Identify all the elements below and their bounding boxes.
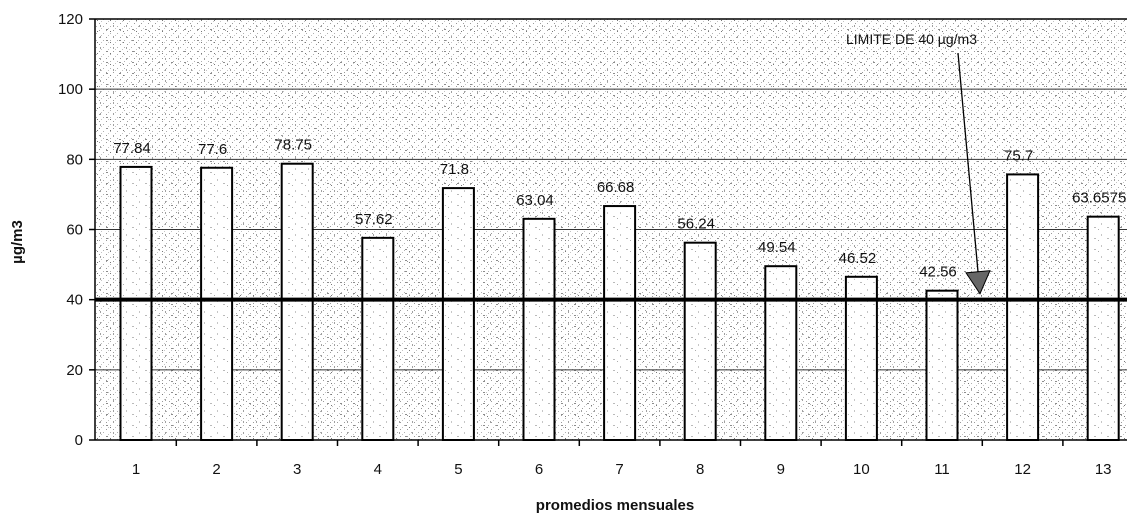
bar-value-label: 42.56 <box>919 264 957 281</box>
x-tick-label: 5 <box>454 461 462 478</box>
y-tick-label: 60 <box>66 222 83 239</box>
bar-texture <box>767 268 795 438</box>
bar-value-label: 77.6 <box>198 141 227 158</box>
annotation-arrowhead <box>965 270 991 295</box>
x-tick-label: 3 <box>293 461 301 478</box>
bar-texture <box>203 169 231 438</box>
x-tick-label: 6 <box>535 461 543 478</box>
bar-value-label: 46.52 <box>839 250 877 267</box>
annotation-arrow-line <box>957 52 981 294</box>
bar-value-label: 77.84 <box>113 140 151 157</box>
bar-texture <box>928 292 956 438</box>
bar-texture <box>1009 176 1037 438</box>
bar-value-label: 49.54 <box>758 239 796 256</box>
bar-texture <box>444 190 472 438</box>
y-tick-label: 120 <box>58 11 83 28</box>
bar-value-label: 56.24 <box>677 216 715 233</box>
x-tick-label: 13 <box>1095 461 1112 478</box>
bar-texture <box>525 220 553 438</box>
bar-texture <box>606 208 634 438</box>
bar-value-label: 71.8 <box>440 161 469 178</box>
y-tick-label: 100 <box>58 81 83 98</box>
bar-texture <box>283 165 311 438</box>
bar-value-label: 63.04 <box>516 192 554 209</box>
bar-value-label: 63.6575 <box>1072 190 1126 207</box>
x-tick-label: 2 <box>212 461 220 478</box>
x-tick-label: 4 <box>374 461 382 478</box>
bar-texture <box>364 239 392 438</box>
x-tick-label: 1 <box>132 461 140 478</box>
y-tick-label: 0 <box>75 432 83 449</box>
bar-texture <box>686 244 714 438</box>
x-tick-label: 7 <box>615 461 623 478</box>
x-axis-title: promedios mensuales <box>536 497 694 514</box>
y-axis-title: µg/m3 <box>9 220 26 264</box>
x-tick-label: 10 <box>853 461 870 478</box>
bar-value-label: 66.68 <box>597 179 635 196</box>
bar-value-label: 57.62 <box>355 211 393 228</box>
y-tick-label: 20 <box>66 362 83 379</box>
limit-annotation-label: LIMITE DE 40 µg/m3 <box>846 31 977 47</box>
x-tick-label: 12 <box>1014 461 1031 478</box>
bar-texture <box>122 168 150 439</box>
y-tick-label: 40 <box>66 292 83 309</box>
bar-value-label: 78.75 <box>274 137 312 154</box>
y-tick-label: 80 <box>66 151 83 168</box>
bar-texture <box>847 278 875 438</box>
bar-value-label: 75.7 <box>1004 147 1033 164</box>
bar-texture <box>1089 218 1117 438</box>
x-tick-label: 8 <box>696 461 704 478</box>
x-tick-label: 11 <box>934 461 950 478</box>
x-tick-label: 9 <box>777 461 785 478</box>
